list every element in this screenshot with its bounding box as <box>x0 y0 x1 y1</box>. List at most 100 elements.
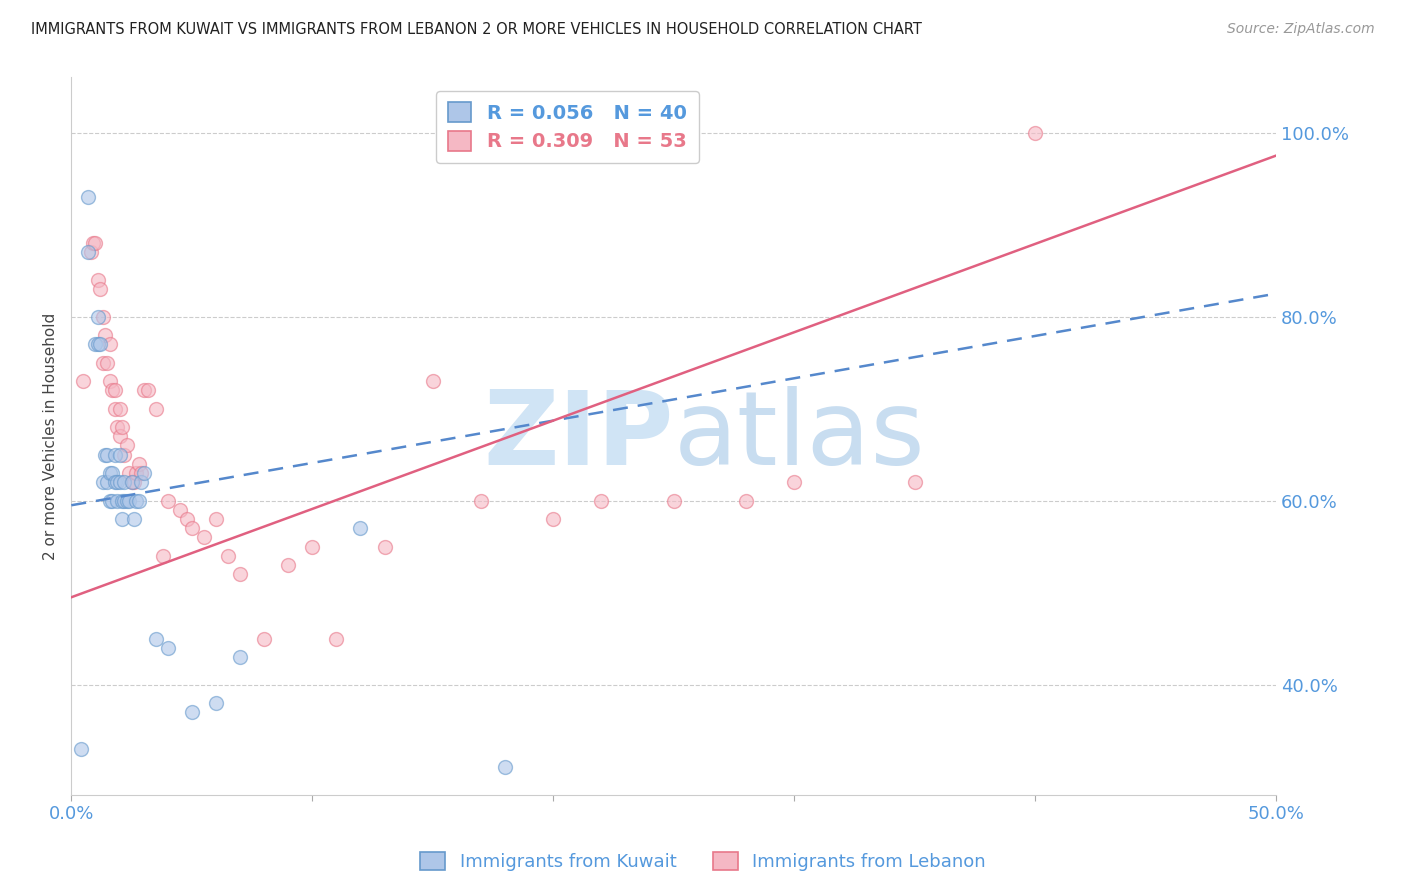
Point <box>111 512 134 526</box>
Point <box>129 475 152 490</box>
Text: ZIP: ZIP <box>484 385 673 487</box>
Point <box>89 337 111 351</box>
Point <box>104 384 127 398</box>
Text: Source: ZipAtlas.com: Source: ZipAtlas.com <box>1227 22 1375 37</box>
Point <box>96 448 118 462</box>
Point <box>470 493 492 508</box>
Point <box>156 493 179 508</box>
Point <box>104 475 127 490</box>
Point <box>105 493 128 508</box>
Point <box>349 521 371 535</box>
Point <box>229 567 252 582</box>
Point <box>105 420 128 434</box>
Legend: Immigrants from Kuwait, Immigrants from Lebanon: Immigrants from Kuwait, Immigrants from … <box>413 845 993 879</box>
Point <box>541 512 564 526</box>
Point <box>98 466 121 480</box>
Point <box>91 475 114 490</box>
Point <box>87 337 110 351</box>
Point <box>111 493 134 508</box>
Point <box>277 558 299 572</box>
Point <box>98 493 121 508</box>
Point <box>98 337 121 351</box>
Point <box>138 384 160 398</box>
Point <box>180 521 202 535</box>
Point <box>145 401 167 416</box>
Point <box>128 457 150 471</box>
Point <box>108 429 131 443</box>
Point <box>373 540 395 554</box>
Point <box>217 549 239 563</box>
Point <box>104 401 127 416</box>
Point <box>205 512 228 526</box>
Point <box>105 475 128 490</box>
Point <box>96 356 118 370</box>
Point <box>1024 126 1046 140</box>
Point <box>87 310 110 324</box>
Point <box>132 466 155 480</box>
Point <box>121 475 143 490</box>
Y-axis label: 2 or more Vehicles in Household: 2 or more Vehicles in Household <box>44 312 58 560</box>
Point <box>180 705 202 719</box>
Point <box>193 531 215 545</box>
Point <box>112 448 135 462</box>
Point <box>79 245 101 260</box>
Point <box>112 493 135 508</box>
Point <box>94 448 117 462</box>
Point <box>129 466 152 480</box>
Point <box>494 760 516 774</box>
Point <box>422 374 444 388</box>
Point <box>70 742 93 756</box>
Point <box>662 493 685 508</box>
Point <box>72 374 94 388</box>
Point <box>104 448 127 462</box>
Point <box>735 493 758 508</box>
Point <box>122 475 145 490</box>
Point <box>122 512 145 526</box>
Point <box>253 632 276 646</box>
Text: IMMIGRANTS FROM KUWAIT VS IMMIGRANTS FROM LEBANON 2 OR MORE VEHICLES IN HOUSEHOL: IMMIGRANTS FROM KUWAIT VS IMMIGRANTS FRO… <box>31 22 922 37</box>
Point <box>325 632 347 646</box>
Point <box>118 493 141 508</box>
Point <box>108 401 131 416</box>
Point <box>903 475 925 490</box>
Point <box>112 475 135 490</box>
Point <box>301 540 323 554</box>
Point <box>94 328 117 343</box>
Point <box>169 503 191 517</box>
Point <box>89 282 111 296</box>
Point <box>84 337 107 351</box>
Point <box>121 475 143 490</box>
Point <box>101 493 124 508</box>
Point <box>145 632 167 646</box>
Point <box>118 466 141 480</box>
Legend: R = 0.056   N = 40, R = 0.309   N = 53: R = 0.056 N = 40, R = 0.309 N = 53 <box>436 91 699 163</box>
Point <box>96 475 118 490</box>
Text: atlas: atlas <box>673 385 925 487</box>
Point <box>115 438 138 452</box>
Point <box>108 448 131 462</box>
Point <box>77 190 100 204</box>
Point <box>91 356 114 370</box>
Point <box>91 310 114 324</box>
Point <box>82 235 104 250</box>
Point <box>87 273 110 287</box>
Point <box>125 493 148 508</box>
Point <box>176 512 198 526</box>
Point <box>101 384 124 398</box>
Point <box>205 696 228 710</box>
Point <box>98 374 121 388</box>
Point <box>783 475 806 490</box>
Point <box>152 549 174 563</box>
Point <box>128 493 150 508</box>
Point <box>108 475 131 490</box>
Point <box>591 493 613 508</box>
Point <box>132 384 155 398</box>
Point <box>156 640 179 655</box>
Point <box>115 493 138 508</box>
Point <box>229 650 252 665</box>
Point <box>111 420 134 434</box>
Point <box>77 245 100 260</box>
Point <box>84 235 107 250</box>
Point <box>101 466 124 480</box>
Point <box>125 466 148 480</box>
